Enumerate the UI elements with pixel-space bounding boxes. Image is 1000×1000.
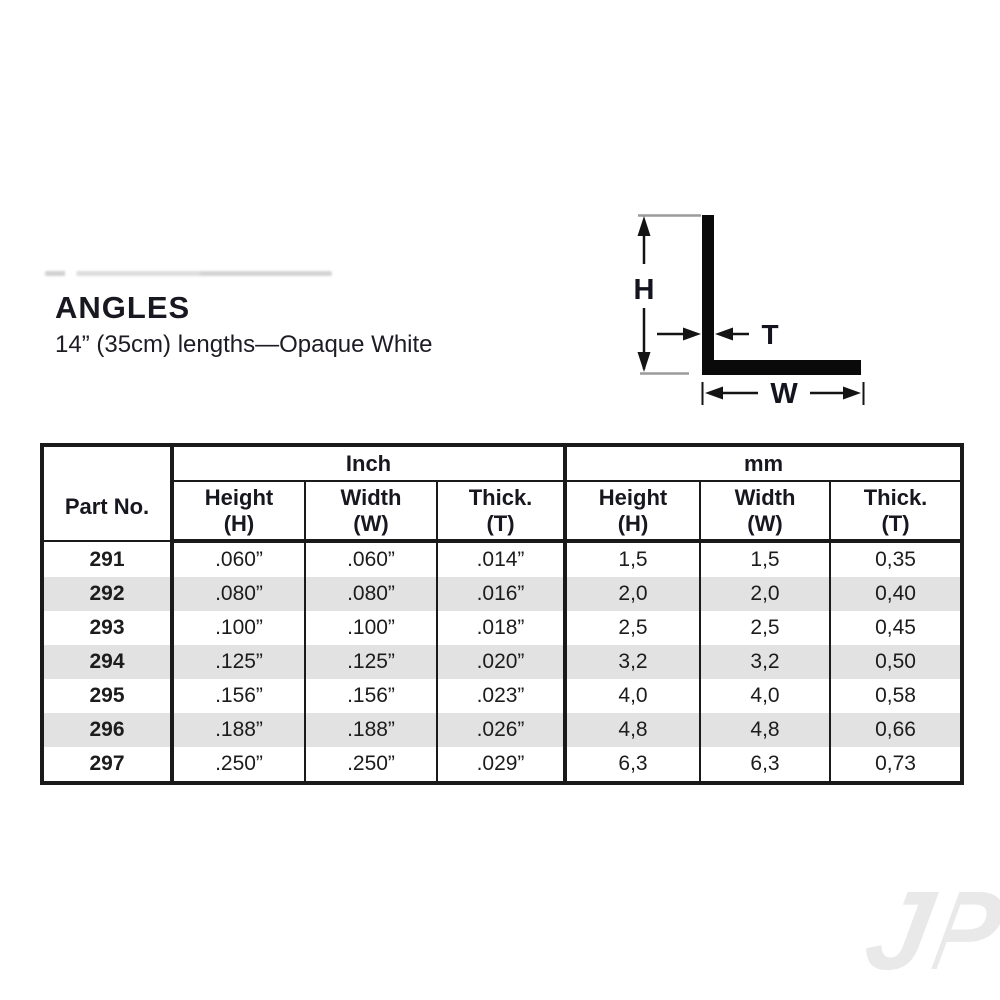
group-header-row: Part No. Inch mm: [42, 445, 963, 542]
mm-thick-cell: 0,45: [829, 611, 963, 645]
inch-thick-cell: .029”: [435, 747, 566, 783]
part-number-cell: 293: [89, 616, 125, 639]
table-row: 296 .188” .188” .026” 4,8 4,8 0,66: [42, 713, 963, 747]
inch-thick-cell: .014”: [435, 541, 566, 577]
table-row: 293 .100” .100” .018” 2,5 2,5 0,45: [42, 611, 963, 645]
inch-height-cell: .100”: [170, 611, 305, 645]
mm-height-cell: 2,5: [563, 611, 701, 645]
mm-height-cell: 6,3: [563, 747, 701, 783]
inch-width-header: Width (W): [304, 481, 437, 543]
part-number-cell: 292: [89, 582, 125, 605]
table-row: 291 .060” .060” .014” 1,5 1,5 0,35: [42, 541, 963, 577]
angle-vertical-leg: [702, 215, 714, 375]
angles-spec-table: Part No. Inch mm Height (H) Width (W) Th…: [40, 443, 965, 785]
page-subtitle: 14” (35cm) lengths—Opaque White: [55, 331, 433, 358]
inch-thick-cell: .016”: [435, 577, 566, 611]
part-number-cell: 295: [89, 684, 125, 707]
mm-width-cell: 2,5: [699, 611, 831, 645]
mm-thick-cell: 0,50: [829, 645, 963, 679]
column-header-row: Height (H) Width (W) Thick. (T) Height (…: [42, 481, 963, 543]
inch-thick-header: Thick. (T): [435, 481, 566, 543]
table-row: 297 .250” .250” .029” 6,3 6,3 0,73: [42, 747, 963, 783]
angle-horizontal-leg: [702, 360, 861, 375]
t-label: T: [761, 319, 778, 350]
part-number-cell: 296: [89, 718, 125, 741]
mm-width-header: Width (W): [699, 481, 831, 543]
mm-width-cell: 2,0: [699, 577, 831, 611]
inch-width-cell: .100”: [304, 611, 437, 645]
mm-height-cell: 4,8: [563, 713, 701, 747]
part-number-cell: 294: [89, 650, 125, 673]
mm-thick-header: Thick. (T): [829, 481, 963, 543]
inch-thick-cell: .018”: [435, 611, 566, 645]
scan-artifact: [45, 271, 332, 276]
inch-thick-cell: .020”: [435, 645, 566, 679]
inch-height-cell: .156”: [170, 679, 305, 713]
inch-height-cell: .080”: [170, 577, 305, 611]
part-number-cell: 297: [89, 752, 125, 775]
mm-group-header: mm: [563, 445, 963, 482]
mm-thick-cell: 0,73: [829, 747, 963, 783]
mm-width-cell: 6,3: [699, 747, 831, 783]
inch-height-cell: .250”: [170, 747, 305, 783]
t-arrow-right-icon: [683, 327, 701, 341]
inch-width-cell: .080”: [304, 577, 437, 611]
h-label: H: [634, 274, 655, 306]
inch-thick-cell: .026”: [435, 713, 566, 747]
inch-width-cell: .250”: [304, 747, 437, 783]
part-number-cell: 291: [89, 547, 125, 571]
inch-width-cell: .156”: [304, 679, 437, 713]
w-arrow-right-icon: [843, 386, 861, 400]
inch-height-header: Height (H): [170, 481, 305, 543]
inch-width-cell: .188”: [304, 713, 437, 747]
h-arrow-up-icon: [637, 216, 651, 236]
table-row: 294 .125” .125” .020” 3,2 3,2 0,50: [42, 645, 963, 679]
inch-height-cell: .188”: [170, 713, 305, 747]
mm-thick-cell: 0,66: [829, 713, 963, 747]
inch-width-cell: .125”: [304, 645, 437, 679]
mm-width-cell: 4,8: [699, 713, 831, 747]
mm-height-cell: 4,0: [563, 679, 701, 713]
mm-height-cell: 2,0: [563, 577, 701, 611]
mm-height-header: Height (H): [563, 481, 701, 543]
table-row: 295 .156” .156” .023” 4,0 4,0 0,58: [42, 679, 963, 713]
mm-height-cell: 1,5: [563, 541, 701, 577]
w-arrow-left-icon: [705, 386, 723, 400]
inch-thick-cell: .023”: [435, 679, 566, 713]
angle-profile-diagram: H T W: [634, 214, 865, 410]
mm-width-cell: 4,0: [699, 679, 831, 713]
inch-group-header: Inch: [169, 445, 566, 482]
mm-width-cell: 3,2: [699, 645, 831, 679]
inch-width-cell: .060”: [304, 541, 437, 577]
mm-thick-cell: 0,35: [829, 541, 963, 577]
page-title: ANGLES: [55, 290, 191, 325]
inch-height-cell: .125”: [170, 645, 305, 679]
inch-height-cell: .060”: [170, 541, 305, 577]
h-arrow-down-icon: [637, 352, 651, 372]
part-no-header: Part No.: [42, 445, 172, 542]
w-label: W: [770, 378, 798, 410]
mm-thick-cell: 0,58: [829, 679, 963, 713]
table-row: 292 .080” .080” .016” 2,0 2,0 0,40: [42, 577, 963, 611]
mm-thick-cell: 0,40: [829, 577, 963, 611]
mm-height-cell: 3,2: [563, 645, 701, 679]
t-arrow-left-icon: [715, 327, 733, 341]
mm-width-cell: 1,5: [699, 541, 831, 577]
